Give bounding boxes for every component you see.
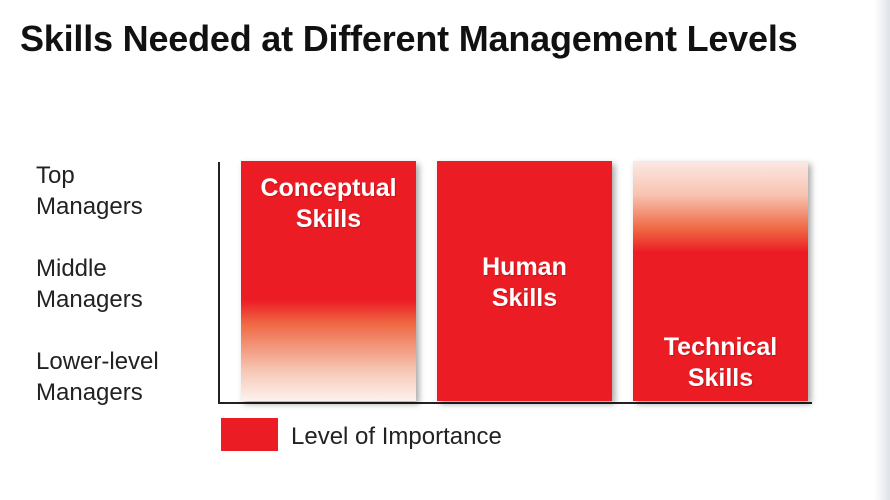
row-label-line2: Managers: [36, 379, 143, 406]
conceptual-skills-column: Conceptual Skills: [241, 161, 416, 401]
column-label-line2: Skills: [295, 205, 362, 233]
row-label-middle-managers: Middle Managers: [36, 253, 143, 315]
row-label-line1: Lower-level: [36, 348, 159, 375]
column-label-line1: Human: [482, 253, 567, 281]
row-label-lower-level-managers: Lower-level Managers: [36, 346, 159, 408]
human-skills-label: Human Skills: [437, 252, 612, 314]
technical-skills-column: Technical Skills: [633, 161, 808, 401]
legend-label: Level of Importance: [291, 423, 502, 450]
diagram-axes: [218, 162, 812, 404]
column-label-line1: Technical: [663, 333, 778, 361]
row-label-line2: Managers: [36, 286, 143, 313]
slide-title: Skills Needed at Different Management Le…: [20, 18, 798, 59]
human-skills-column: Human Skills: [437, 161, 612, 401]
column-label-line2: Skills: [687, 364, 754, 392]
conceptual-skills-label: Conceptual Skills: [241, 173, 416, 235]
row-label-line2: Managers: [36, 193, 143, 220]
legend-swatch: [221, 418, 278, 451]
row-label-line1: Top: [36, 162, 75, 189]
row-label-top-managers: Top Managers: [36, 160, 143, 222]
column-label-line1: Conceptual: [260, 174, 397, 202]
slide-edge-shade: [874, 0, 890, 500]
column-label-line2: Skills: [491, 284, 558, 312]
row-label-line1: Middle: [36, 255, 107, 282]
technical-skills-label: Technical Skills: [633, 332, 808, 394]
